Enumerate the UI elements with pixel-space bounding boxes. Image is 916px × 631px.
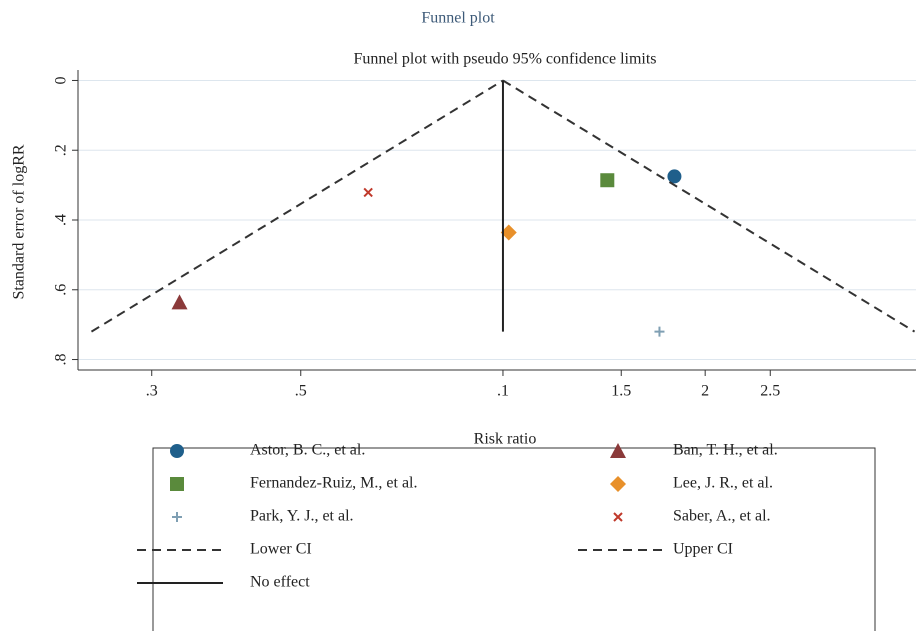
chart-title: Funnel plot with pseudo 95% confidence l… xyxy=(353,51,656,68)
legend-box xyxy=(152,447,876,631)
legend-marker xyxy=(172,512,182,522)
y-tick-label: .4 xyxy=(53,214,70,226)
legend-label: Ban, T. H., et al. xyxy=(673,442,778,459)
legend-label: Lower CI xyxy=(250,541,312,558)
legend-marker xyxy=(613,512,623,522)
legend-marker xyxy=(610,476,626,492)
x-tick-label: 2 xyxy=(701,383,709,400)
ci-line xyxy=(502,79,916,333)
legend-label: Saber, A., et al. xyxy=(673,508,771,525)
point xyxy=(667,169,682,184)
point xyxy=(500,224,517,241)
y-tick-label: .8 xyxy=(53,354,70,366)
legend-label: Fernandez-Ruiz, M., et al. xyxy=(250,475,418,492)
x-axis-label: Risk ratio xyxy=(474,431,537,448)
x-tick-label: 2.5 xyxy=(760,383,780,400)
y-tick-label: .2 xyxy=(53,144,70,156)
y-tick-label: .6 xyxy=(53,284,70,296)
legend-marker xyxy=(170,477,184,491)
legend-label: No effect xyxy=(250,574,310,591)
legend-label: Upper CI xyxy=(673,541,733,558)
point xyxy=(171,294,188,310)
x-tick-label: .1 xyxy=(497,383,509,400)
page-title: Funnel plot xyxy=(421,10,495,27)
legend-marker xyxy=(610,443,626,458)
y-tick-label: 0 xyxy=(53,76,70,84)
legend-label: Astor, B. C., et al. xyxy=(250,442,365,459)
legend-marker xyxy=(170,444,184,458)
legend-label: Lee, J. R., et al. xyxy=(673,475,773,492)
point xyxy=(600,173,615,188)
point xyxy=(654,326,665,337)
point xyxy=(363,187,373,198)
legend-label: Park, Y. J., et al. xyxy=(250,508,354,525)
y-axis-label: Standard error of logRR xyxy=(11,144,28,299)
ci-line xyxy=(90,79,504,333)
x-tick-label: .3 xyxy=(146,383,158,400)
x-tick-label: 1.5 xyxy=(611,383,631,400)
x-tick-label: .5 xyxy=(295,383,307,400)
